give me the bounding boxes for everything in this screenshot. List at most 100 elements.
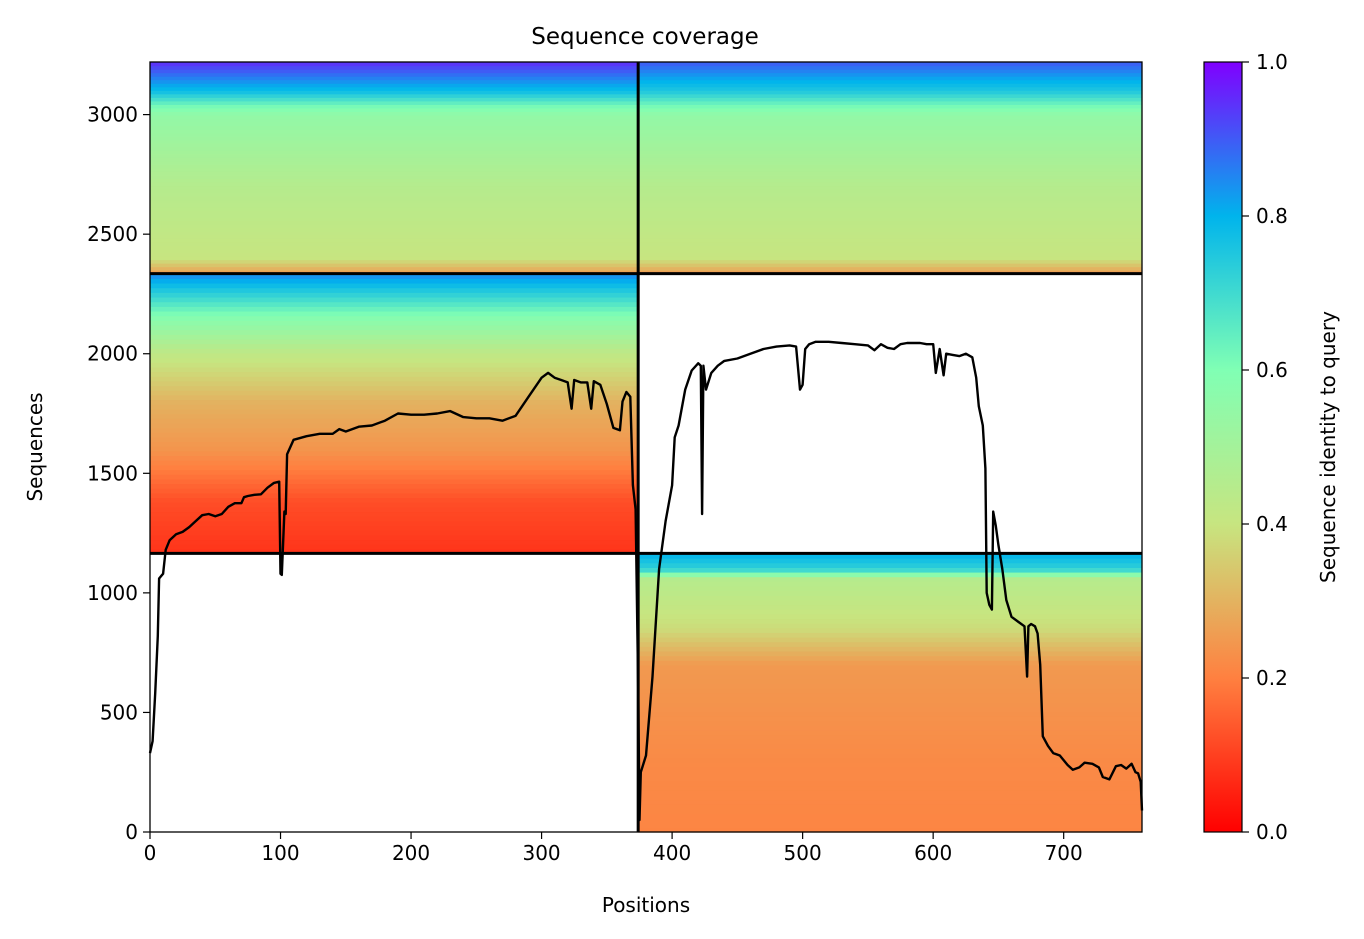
msa-band xyxy=(150,121,639,127)
msa-block-bottom-right xyxy=(638,553,1142,833)
msa-band xyxy=(150,534,639,541)
msa-band xyxy=(150,306,639,312)
msa-band xyxy=(638,674,1142,680)
y-tick-label: 3000 xyxy=(87,103,138,127)
msa-band xyxy=(150,97,639,102)
msa-band xyxy=(638,248,1142,254)
msa-band xyxy=(638,153,1142,158)
msa-band xyxy=(638,192,1142,197)
x-axis: 0 100 200 300 400 500 600 700 xyxy=(144,832,1083,865)
msa-band xyxy=(150,255,639,261)
msa-band xyxy=(150,282,639,289)
msa-band xyxy=(150,171,639,176)
msa-band xyxy=(150,315,639,321)
plot-frame xyxy=(149,61,1143,833)
msa-band xyxy=(150,418,639,424)
msa-band xyxy=(638,167,1142,172)
msa-band xyxy=(150,511,639,517)
msa-band xyxy=(638,785,1142,791)
msa-band xyxy=(638,636,1142,643)
msa-band xyxy=(150,104,639,109)
msa-band xyxy=(638,164,1142,169)
msa-band xyxy=(638,818,1142,824)
msa-band xyxy=(638,646,1142,652)
msa-band xyxy=(150,357,639,363)
msa-band xyxy=(150,132,639,137)
msa-band xyxy=(150,167,639,172)
msa-band xyxy=(638,146,1142,151)
msa-band xyxy=(638,72,1142,77)
msa-band xyxy=(150,483,639,489)
msa-band xyxy=(150,394,639,401)
msa-band xyxy=(638,97,1142,102)
chart-title: Sequence coverage xyxy=(531,24,759,50)
colorbar-gradient xyxy=(1203,61,1243,833)
plot-area xyxy=(150,62,1142,833)
msa-band xyxy=(638,804,1142,810)
msa-band xyxy=(638,174,1142,179)
msa-band xyxy=(150,292,639,298)
x-tick-label: 0 xyxy=(144,841,157,865)
msa-band xyxy=(150,146,639,151)
x-axis-label: Positions xyxy=(602,893,690,917)
msa-band xyxy=(638,627,1142,633)
msa-band xyxy=(150,525,639,531)
msa-band xyxy=(638,90,1142,95)
msa-block-top-left xyxy=(150,62,639,275)
msa-band xyxy=(638,65,1142,70)
msa-band xyxy=(638,562,1142,568)
msa-band xyxy=(150,245,639,250)
msa-band xyxy=(150,199,639,204)
msa-band xyxy=(638,206,1142,211)
msa-band xyxy=(150,469,639,475)
colorbar-tick-label: 0.6 xyxy=(1256,358,1288,382)
msa-band xyxy=(150,188,639,194)
msa-band xyxy=(150,320,639,326)
msa-band xyxy=(150,380,639,387)
msa-band xyxy=(150,213,639,218)
msa-band xyxy=(150,376,639,382)
msa-band xyxy=(150,399,639,405)
msa-band xyxy=(150,548,639,555)
msa-band xyxy=(638,655,1142,661)
msa-band xyxy=(638,790,1142,796)
msa-band xyxy=(638,669,1142,675)
y-tick-label: 1500 xyxy=(87,461,138,485)
msa-band xyxy=(150,455,639,461)
msa-band xyxy=(638,678,1142,685)
msa-band xyxy=(150,329,639,335)
msa-band xyxy=(150,241,639,247)
msa-band xyxy=(150,460,639,466)
colorbar-tick-label: 1.0 xyxy=(1256,50,1288,74)
msa-band xyxy=(150,530,639,536)
msa-band xyxy=(150,136,639,141)
msa-band xyxy=(638,143,1142,148)
msa-band xyxy=(638,576,1142,582)
msa-band xyxy=(638,632,1142,638)
msa-band xyxy=(638,220,1142,225)
msa-band xyxy=(638,227,1142,232)
msa-band xyxy=(638,259,1142,264)
y-tick-label: 2000 xyxy=(87,342,138,366)
msa-band xyxy=(150,111,639,116)
msa-band xyxy=(150,478,639,485)
msa-band xyxy=(150,185,639,190)
msa-band xyxy=(150,352,639,359)
msa-band xyxy=(150,259,639,264)
msa-band xyxy=(638,107,1142,112)
msa-band xyxy=(150,248,639,254)
msa-band xyxy=(638,86,1142,91)
msa-band xyxy=(150,366,639,373)
msa-band xyxy=(638,150,1142,155)
msa-band xyxy=(638,203,1142,208)
msa-band xyxy=(150,516,639,522)
msa-band xyxy=(150,227,639,232)
msa-band xyxy=(638,618,1142,624)
msa-band xyxy=(638,178,1142,183)
msa-band xyxy=(638,711,1142,717)
msa-band xyxy=(150,506,639,513)
colorbar-ticks: 0.0 0.2 0.4 0.6 0.8 1.0 xyxy=(1242,50,1288,844)
msa-band xyxy=(150,153,639,158)
msa-band xyxy=(638,715,1142,722)
msa-band xyxy=(638,813,1142,819)
